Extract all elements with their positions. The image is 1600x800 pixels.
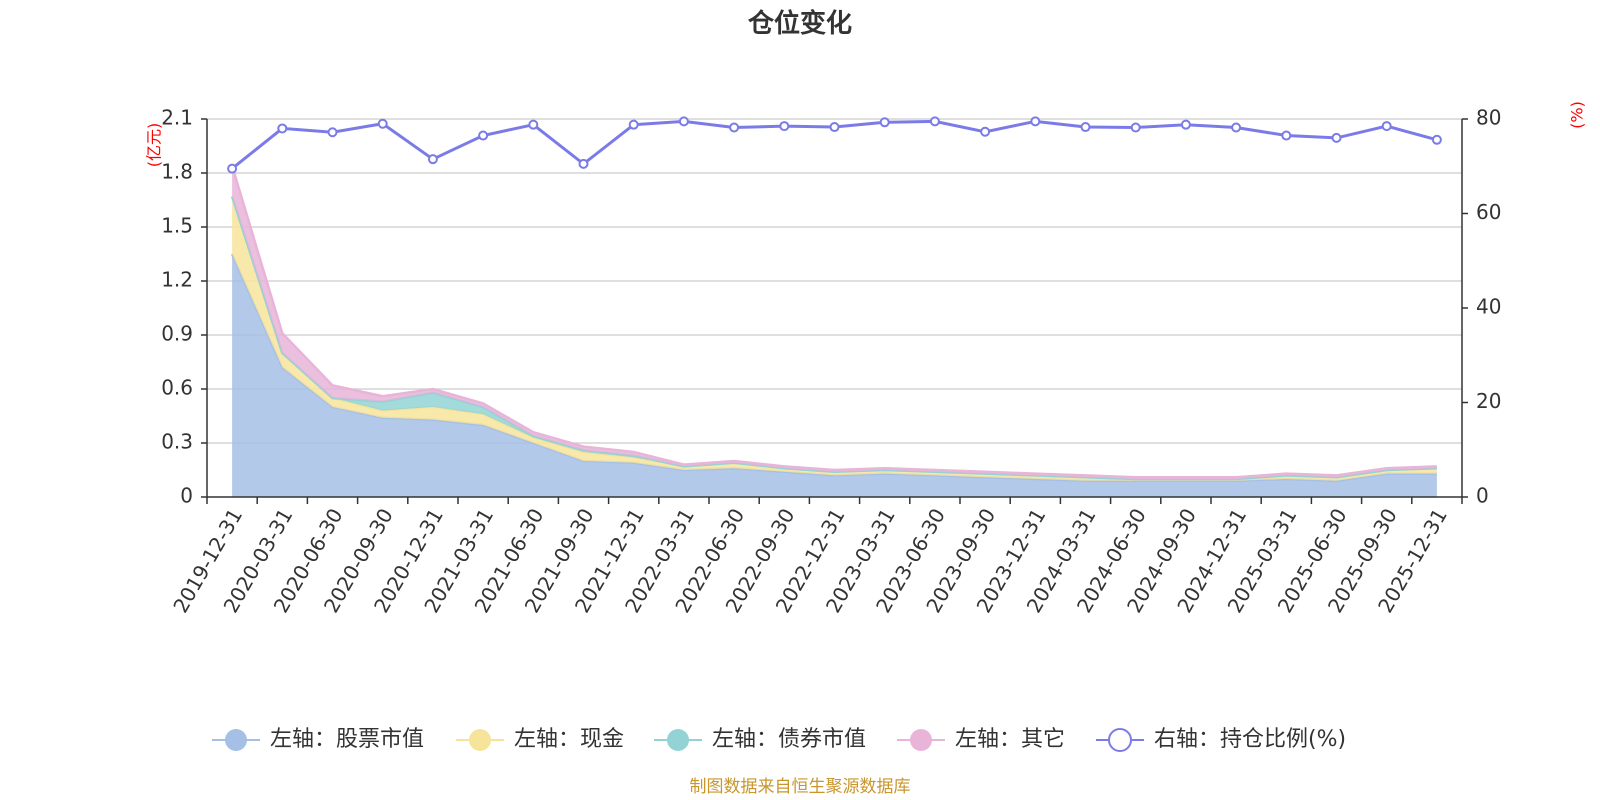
legend-marker xyxy=(667,729,689,751)
legend-marker xyxy=(910,729,932,751)
axes: 00.30.60.91.21.51.82.10204060802019-12-3… xyxy=(161,106,1501,617)
right-tick-label: 60 xyxy=(1476,200,1501,224)
chart-title: 仓位变化 xyxy=(747,8,852,39)
ratio-point[interactable] xyxy=(980,126,991,137)
ratio-point[interactable] xyxy=(578,158,589,169)
left-tick-label: 1.2 xyxy=(161,268,193,292)
legend-item-2[interactable]: 左轴：债券市值 xyxy=(654,727,866,752)
legend-item-4[interactable]: 右轴：持仓比例(%) xyxy=(1096,727,1346,752)
stacked-areas xyxy=(230,165,1437,497)
left-tick-label: 1.8 xyxy=(161,160,193,184)
ratio-point[interactable] xyxy=(929,116,940,127)
legend-label: 右轴：持仓比例(%) xyxy=(1154,727,1346,752)
ratio-point[interactable] xyxy=(528,119,539,130)
area-edge-series-3 xyxy=(230,165,1437,479)
ratio-point[interactable] xyxy=(678,116,689,127)
legend-marker xyxy=(225,729,247,751)
right-tick-label: 20 xyxy=(1476,389,1501,413)
right-tick-label: 80 xyxy=(1476,106,1501,130)
left-axis-unit: (亿元) xyxy=(145,123,164,168)
legend-label: 左轴：现金 xyxy=(514,727,624,752)
ratio-point[interactable] xyxy=(327,127,338,138)
ratio-point[interactable] xyxy=(227,163,238,174)
left-tick-label: 0.3 xyxy=(161,430,193,454)
ratio-point[interactable] xyxy=(377,118,388,129)
legend[interactable]: 左轴：股票市值 左轴：现金 左轴：债券市值 左轴：其它 右轴：持仓比例(%) xyxy=(212,727,1346,752)
ratio-point[interactable] xyxy=(1381,121,1392,132)
legend-marker xyxy=(469,729,491,751)
ratio-point[interactable] xyxy=(628,119,639,130)
left-tick-label: 1.5 xyxy=(161,214,193,238)
ratio-point[interactable] xyxy=(729,122,740,133)
ratio-point[interactable] xyxy=(478,130,489,141)
grid-lines xyxy=(207,118,1462,444)
ratio-point[interactable] xyxy=(1080,122,1091,133)
data-source-note: 制图数据来自恒生聚源数据库 xyxy=(690,777,911,797)
legend-item-3[interactable]: 左轴：其它 xyxy=(897,727,1065,752)
ratio-point[interactable] xyxy=(277,123,288,134)
legend-label: 左轴：债券市值 xyxy=(712,727,866,752)
ratio-point[interactable] xyxy=(1180,119,1191,130)
left-tick-label: 2.1 xyxy=(161,106,193,130)
ratio-point[interactable] xyxy=(1331,132,1342,143)
left-tick-label: 0.6 xyxy=(161,376,193,400)
ratio-point[interactable] xyxy=(427,154,438,165)
ratio-point[interactable] xyxy=(879,117,890,128)
right-axis-unit: (%) xyxy=(1568,101,1587,129)
ratio-point[interactable] xyxy=(1431,134,1442,145)
left-tick-label: 0.9 xyxy=(161,322,193,346)
right-tick-label: 0 xyxy=(1476,484,1489,508)
ratio-line xyxy=(227,116,1442,174)
ratio-point[interactable] xyxy=(1231,122,1242,133)
ratio-point[interactable] xyxy=(1281,130,1292,141)
area-series-0 xyxy=(232,254,1437,497)
right-tick-label: 40 xyxy=(1476,295,1501,319)
legend-marker xyxy=(1108,728,1132,752)
legend-label: 左轴：其它 xyxy=(955,727,1065,752)
left-tick-label: 0 xyxy=(180,484,193,508)
ratio-point[interactable] xyxy=(779,121,790,132)
legend-item-0[interactable]: 左轴：股票市值 xyxy=(212,727,424,752)
legend-item-1[interactable]: 左轴：现金 xyxy=(456,727,624,752)
ratio-point[interactable] xyxy=(829,122,840,133)
ratio-point[interactable] xyxy=(1030,116,1041,127)
legend-label: 左轴：股票市值 xyxy=(270,727,424,752)
ratio-point[interactable] xyxy=(1130,122,1141,133)
